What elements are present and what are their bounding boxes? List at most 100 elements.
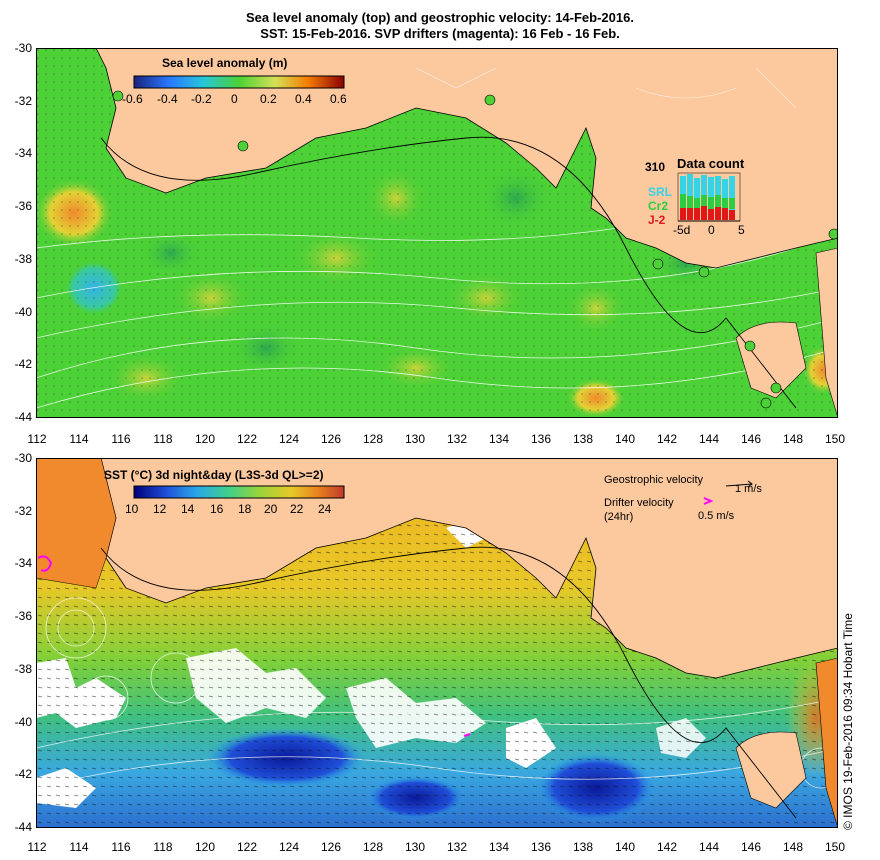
lat-tick: -30	[14, 41, 32, 55]
lon-tick: 114	[69, 840, 89, 854]
data-count-title: Data count	[677, 156, 745, 171]
lon-tick: 138	[572, 840, 594, 854]
data-count-inset	[677, 172, 741, 222]
lon-tick: 114	[69, 432, 89, 446]
tide-gauges	[112, 90, 838, 409]
lat-tick: -30	[14, 451, 32, 465]
geo-velocity-label: Geostrophic velocity	[604, 474, 704, 486]
sst-frame	[36, 458, 838, 828]
sla-colorbar	[133, 75, 345, 89]
lon-tick: 144	[698, 840, 720, 854]
velocity-legend-arrows	[703, 480, 753, 505]
sla-tick: 0.4	[295, 92, 312, 106]
lon-tick: 122	[236, 432, 258, 446]
lat-tick: -42	[14, 767, 32, 781]
sst-tick: 16	[210, 502, 224, 516]
sst-tick: 14	[181, 502, 195, 516]
lon-tick: 130	[404, 432, 426, 446]
lat-tick: -40	[14, 715, 32, 729]
lon-tick: 142	[656, 432, 678, 446]
lat-tick: -34	[14, 556, 32, 570]
lon-tick: 120	[194, 432, 216, 446]
lon-tick: 118	[153, 840, 173, 854]
lon-tick: 128	[362, 432, 384, 446]
lon-tick: 122	[236, 840, 258, 854]
sst-tick: 20	[264, 502, 278, 516]
lon-tick: 144	[698, 432, 720, 446]
data-count-xtick: 5	[738, 223, 745, 237]
lon-tick: 134	[488, 432, 510, 446]
legend-srl: SRL	[648, 185, 672, 199]
map-title-line1: Sea level anomaly (top) and geostrophic …	[246, 10, 634, 25]
lon-tick: 128	[362, 840, 384, 854]
sla-tick: 0	[231, 92, 238, 106]
lon-tick: 136	[530, 840, 552, 854]
lon-tick: 120	[194, 840, 216, 854]
sla-tick: -0.6	[122, 92, 143, 106]
lat-tick: -44	[14, 410, 32, 424]
sla-map-panel	[36, 48, 838, 418]
lon-tick: 136	[530, 432, 552, 446]
sst-map-canvas	[36, 458, 838, 828]
lon-tick: 148	[782, 432, 804, 446]
data-count-xtick: 0	[708, 223, 715, 237]
sst-colorbar-title: SST (°C) 3d night&day (L3S-3d QL>=2)	[104, 468, 324, 482]
lon-tick: 124	[278, 432, 300, 446]
lon-tick: 148	[782, 840, 804, 854]
lon-tick: 142	[656, 840, 678, 854]
lon-tick: 118	[153, 432, 173, 446]
sla-tick: -0.4	[157, 92, 178, 106]
sla-tick: -0.2	[191, 92, 212, 106]
lat-tick: -44	[14, 820, 32, 834]
lat-tick: -40	[14, 305, 32, 319]
lat-tick: -36	[14, 609, 32, 623]
lon-tick: 140	[614, 432, 636, 446]
sla-map-canvas	[36, 48, 838, 418]
geo-velocity-scale: 1 m/s	[735, 483, 762, 495]
lat-tick: -38	[14, 662, 32, 676]
data-count-xtick: -5d	[673, 223, 691, 237]
data-count-max: 310	[645, 160, 666, 174]
lon-tick: 126	[320, 840, 342, 854]
map-title-line2: SST: 15-Feb-2016. SVP drifters (magenta)…	[260, 26, 620, 41]
sst-tick: 10	[125, 502, 139, 516]
sla-contours	[36, 217, 838, 409]
legend-j2: J-2	[648, 213, 666, 227]
lon-tick: 134	[488, 840, 510, 854]
lon-tick: 146	[740, 840, 762, 854]
drifter-tracks	[37, 555, 471, 737]
sla-colorbar-title: Sea level anomaly (m)	[162, 56, 288, 70]
credit-text: © IMOS 19-Feb-2016 09:34 Hobart Time	[841, 613, 855, 830]
lat-tick: -42	[14, 357, 32, 371]
legend-cr2: Cr2	[648, 199, 669, 213]
lon-tick: 130	[404, 840, 426, 854]
sst-australia-land	[100, 458, 838, 679]
drifter-velocity-sub: (24hr)	[604, 511, 634, 523]
sla-tick: 0.6	[330, 92, 347, 106]
sst-map-panel	[36, 458, 838, 828]
sst-tick: 22	[290, 502, 304, 516]
lon-tick: 140	[614, 840, 636, 854]
lon-tick: 150	[824, 432, 846, 446]
lon-tick: 150	[824, 840, 846, 854]
sst-tick: 18	[238, 502, 252, 516]
lon-tick: 138	[572, 432, 594, 446]
sla-frame	[36, 48, 838, 418]
lat-tick: -34	[14, 146, 32, 160]
lon-tick: 112	[27, 432, 47, 446]
lon-tick: 146	[740, 432, 762, 446]
sst-tick: 12	[153, 502, 167, 516]
sst-tick: 24	[318, 502, 332, 516]
lon-tick: 132	[446, 432, 468, 446]
drifter-velocity-scale: 0.5 m/s	[698, 510, 735, 522]
lon-tick: 124	[278, 840, 300, 854]
sla-tick: 0.2	[260, 92, 277, 106]
lat-tick: -32	[14, 94, 32, 108]
lat-tick: -32	[14, 504, 32, 518]
lat-tick: -38	[14, 252, 32, 266]
lon-tick: 116	[111, 840, 131, 854]
lon-tick: 112	[27, 840, 47, 854]
drifter-velocity-label: Drifter velocity	[604, 497, 674, 509]
sla-australia-land	[95, 48, 838, 269]
lon-tick: 126	[320, 432, 342, 446]
